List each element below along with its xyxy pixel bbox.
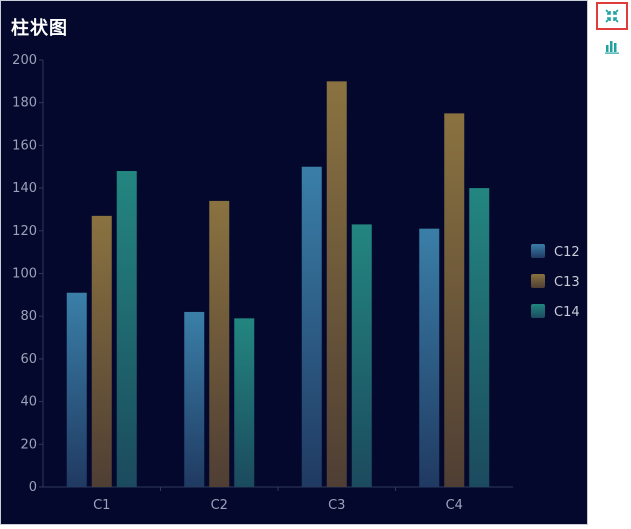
- bar-chart-icon: [605, 41, 619, 54]
- chart-toolbar: [591, 0, 631, 529]
- x-tick-label: C3: [328, 498, 345, 513]
- chart-panel: 柱状图 0 20 40 60 80 100 120 140 160 180 200 C1 C2 C3 C4 …: [0, 0, 588, 525]
- bar-C12-C3: [301, 166, 322, 487]
- bar-C14-C4: [469, 188, 490, 487]
- bar-C14-C1: [116, 171, 137, 487]
- legend-swatch-C14: [531, 304, 545, 318]
- y-tick-label: 40: [20, 395, 37, 410]
- x-tick-label: C2: [211, 498, 228, 513]
- legend-label-C14: C14: [554, 305, 580, 320]
- x-tick-label: C4: [446, 498, 463, 513]
- y-tick-label: 160: [12, 138, 37, 153]
- y-tick-label: 120: [12, 224, 37, 239]
- bar-chart-button[interactable]: [596, 32, 628, 60]
- legend-label-C12: C12: [554, 245, 580, 260]
- y-tick-label: 0: [29, 480, 37, 495]
- chart-title: 柱状图: [11, 18, 68, 39]
- bar-C14-C3: [351, 224, 372, 487]
- y-tick-label: 140: [12, 181, 37, 196]
- legend-label-C13: C13: [554, 275, 580, 290]
- y-tick-label: 180: [12, 96, 37, 111]
- bar-C13-C4: [444, 113, 465, 487]
- bar-chart: 0 20 40 60 80 100 120 140 160 180 200 C1 C2 C3 C4 C12 C…: [12, 53, 580, 513]
- bar-C13-C1: [91, 215, 112, 488]
- bar-C12-C4: [419, 228, 440, 488]
- bar-C14-C2: [234, 318, 255, 487]
- x-tick-label: C1: [93, 498, 110, 513]
- y-tick-label: 80: [20, 309, 37, 324]
- y-tick-label: 20: [20, 437, 37, 452]
- collapse-button[interactable]: [596, 2, 628, 30]
- bar-C12-C1: [66, 292, 87, 487]
- bar-C13-C3: [326, 81, 347, 487]
- bar-C12-C2: [184, 311, 205, 487]
- bar-C13-C2: [209, 200, 230, 487]
- y-tick-label: 200: [12, 53, 37, 68]
- legend-swatch-C12: [531, 244, 545, 258]
- legend-swatch-C13: [531, 274, 545, 288]
- collapse-icon: [605, 9, 619, 23]
- y-tick-label: 60: [20, 352, 37, 367]
- y-tick-label: 100: [12, 267, 37, 282]
